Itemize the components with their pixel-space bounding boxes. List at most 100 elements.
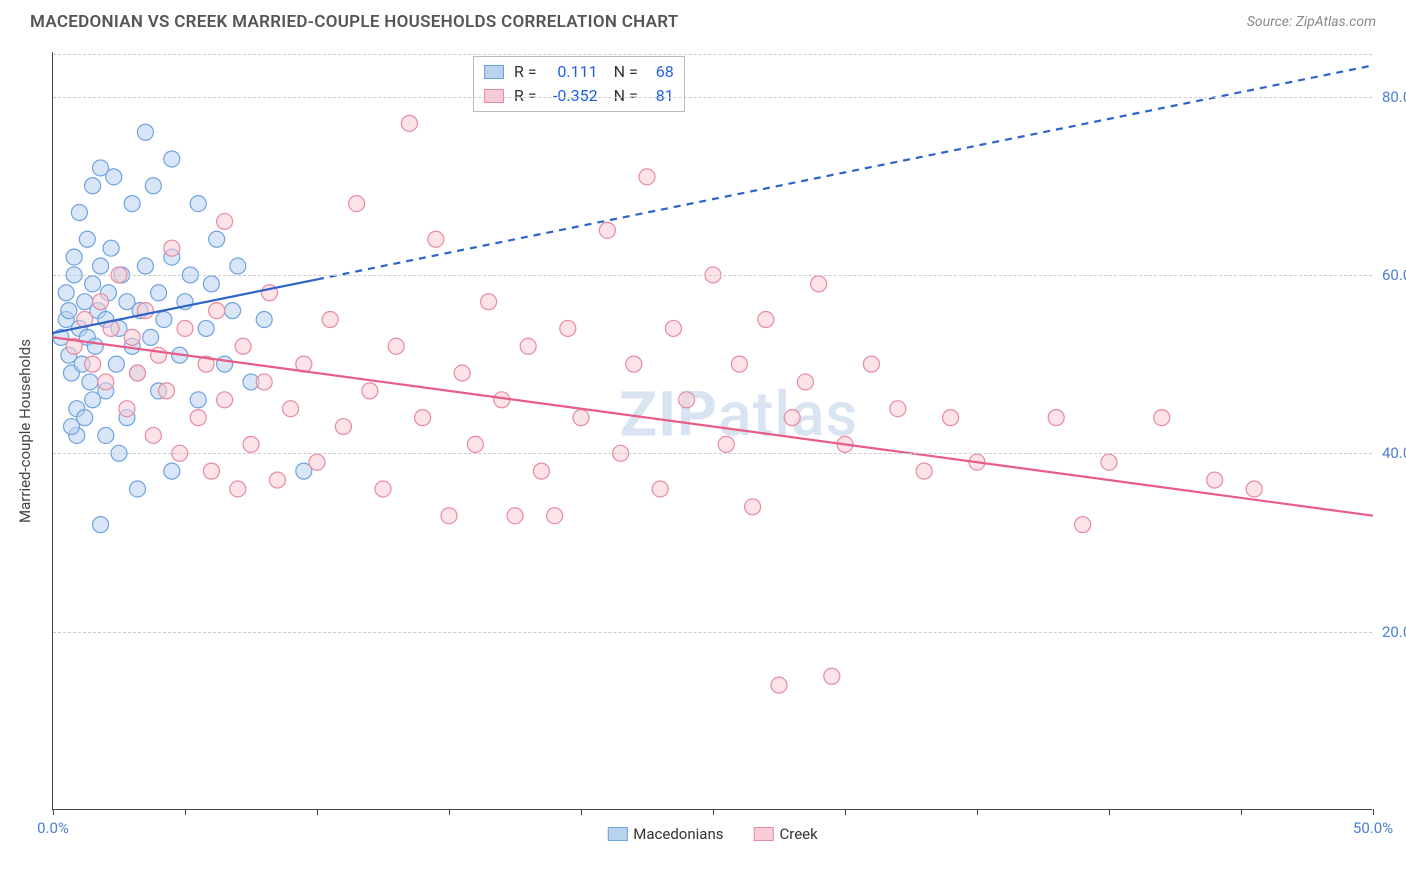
- data-point: [190, 392, 206, 408]
- y-axis-label: Married-couple Households: [16, 339, 34, 523]
- data-point: [85, 178, 101, 194]
- data-point: [145, 427, 161, 443]
- data-point: [71, 205, 87, 221]
- data-point: [401, 115, 417, 131]
- bottom-legend-label: Macedonians: [633, 825, 723, 843]
- x-tick: [845, 809, 846, 815]
- data-point: [745, 499, 761, 515]
- x-tick: [185, 809, 186, 815]
- data-point: [309, 454, 325, 470]
- data-point: [349, 196, 365, 212]
- data-point: [225, 303, 241, 319]
- data-point: [156, 312, 172, 328]
- data-point: [441, 508, 457, 524]
- data-point: [560, 320, 576, 336]
- data-point: [1246, 481, 1262, 497]
- gridline: [53, 453, 1372, 454]
- data-point: [198, 320, 214, 336]
- data-point: [507, 508, 523, 524]
- data-point: [98, 427, 114, 443]
- data-point: [428, 231, 444, 247]
- data-point: [375, 481, 391, 497]
- data-point: [164, 151, 180, 167]
- source-label: Source: ZipAtlas.com: [1247, 14, 1376, 30]
- data-point: [1154, 410, 1170, 426]
- data-point: [784, 410, 800, 426]
- x-tick-label: 0.0%: [37, 819, 69, 837]
- data-point: [256, 312, 272, 328]
- data-point: [235, 338, 251, 354]
- data-point: [520, 338, 536, 354]
- bottom-legend-label: Creek: [779, 825, 817, 843]
- plot-svg: [53, 52, 1372, 809]
- data-point: [129, 481, 145, 497]
- data-point: [209, 231, 225, 247]
- data-point: [217, 356, 233, 372]
- legend-swatch: [753, 827, 773, 841]
- data-point: [1207, 472, 1223, 488]
- data-point: [151, 285, 167, 301]
- x-tick: [581, 809, 582, 815]
- bottom-legend: Macedonians Creek: [607, 825, 817, 843]
- data-point: [137, 124, 153, 140]
- data-point: [190, 196, 206, 212]
- data-point: [145, 178, 161, 194]
- data-point: [129, 365, 145, 381]
- legend-swatch: [607, 827, 627, 841]
- data-point: [58, 285, 74, 301]
- data-point: [335, 419, 351, 435]
- data-point: [63, 419, 79, 435]
- data-point: [243, 436, 259, 452]
- data-point: [66, 249, 82, 265]
- data-point: [758, 312, 774, 328]
- y-tick-label: 40.0%: [1382, 444, 1406, 462]
- data-point: [256, 374, 272, 390]
- data-point: [164, 240, 180, 256]
- data-point: [362, 383, 378, 399]
- data-point: [283, 401, 299, 417]
- data-point: [665, 320, 681, 336]
- data-point: [1048, 410, 1064, 426]
- data-point: [230, 481, 246, 497]
- data-point: [108, 356, 124, 372]
- data-point: [322, 312, 338, 328]
- gridline: [53, 632, 1372, 633]
- data-point: [1101, 454, 1117, 470]
- data-point: [137, 258, 153, 274]
- y-tick-label: 20.0%: [1382, 623, 1406, 641]
- data-point: [454, 365, 470, 381]
- data-point: [599, 222, 615, 238]
- data-point: [626, 356, 642, 372]
- data-point: [890, 401, 906, 417]
- data-point: [93, 517, 109, 533]
- data-point: [203, 463, 219, 479]
- data-point: [190, 410, 206, 426]
- data-point: [771, 677, 787, 693]
- data-point: [209, 303, 225, 319]
- data-point: [943, 410, 959, 426]
- data-point: [98, 374, 114, 390]
- data-point: [61, 303, 77, 319]
- data-point: [824, 668, 840, 684]
- data-point: [124, 329, 140, 345]
- data-point: [85, 356, 101, 372]
- data-point: [639, 169, 655, 185]
- plot-area: Married-couple Households R =0.111N =68R…: [52, 52, 1372, 810]
- data-point: [230, 258, 246, 274]
- trend-line: [53, 337, 1373, 515]
- data-point: [79, 231, 95, 247]
- title-bar: MACEDONIAN VS CREEK MARRIED-COUPLE HOUSE…: [0, 0, 1406, 40]
- data-point: [547, 508, 563, 524]
- data-point: [415, 410, 431, 426]
- data-point: [164, 463, 180, 479]
- data-point: [533, 463, 549, 479]
- data-point: [481, 294, 497, 310]
- data-point: [863, 356, 879, 372]
- data-point: [797, 374, 813, 390]
- data-point: [269, 472, 285, 488]
- gridline: [53, 275, 1372, 276]
- x-tick-label: 50.0%: [1353, 819, 1393, 837]
- data-point: [87, 338, 103, 354]
- x-tick: [977, 809, 978, 815]
- gridline: [53, 54, 1372, 55]
